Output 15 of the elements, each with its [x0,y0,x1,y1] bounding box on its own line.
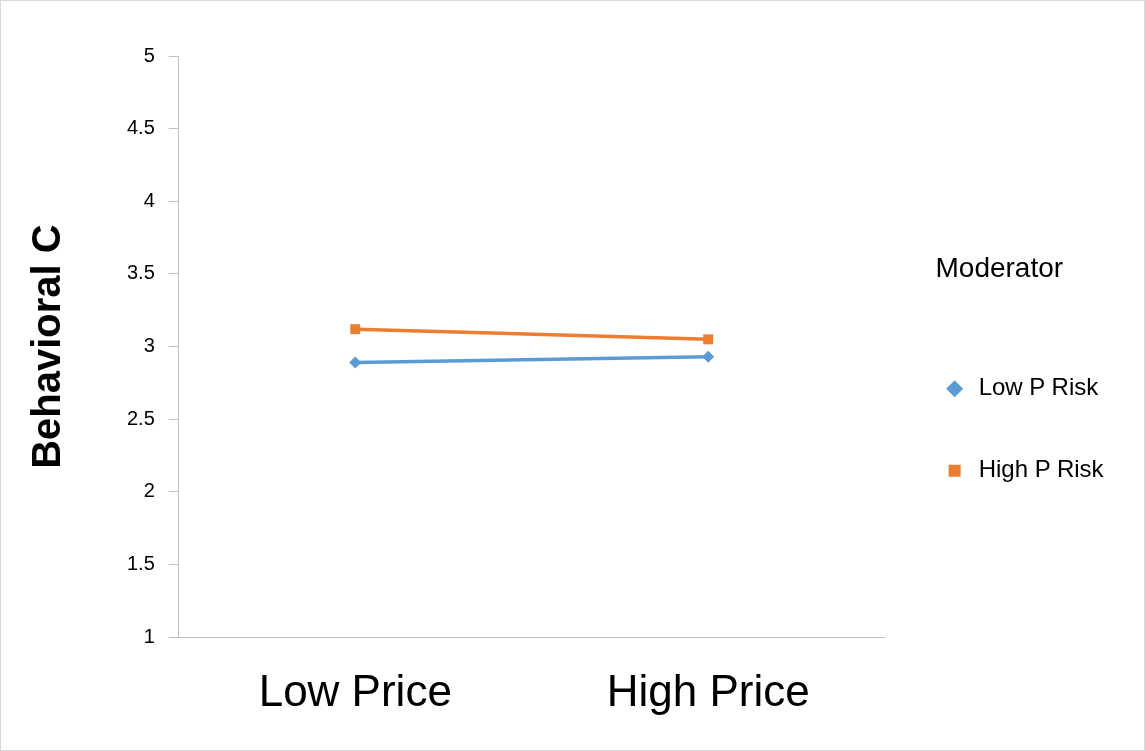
x-tick-label: High Price [606,665,810,715]
y-tick-label: 2 [143,479,155,502]
y-tick-label: 4.5 [126,116,155,139]
legend-label: High P Risk [978,455,1105,483]
x-tick-label: Low Price [258,665,452,715]
y-tick-label: 3.5 [126,261,155,284]
y-tick-label: 5 [143,43,155,66]
y-axis-title: Behavioral C [24,224,69,469]
y-tick-label: 2.5 [126,406,155,429]
legend-label: Low P Risk [978,373,1100,401]
y-tick-label: 4 [143,188,155,211]
legend-title: Moderator [935,251,1064,283]
y-tick-label: 3 [143,334,155,357]
y-tick-label: 1 [143,624,155,647]
y-tick-label: 1.5 [126,552,155,575]
